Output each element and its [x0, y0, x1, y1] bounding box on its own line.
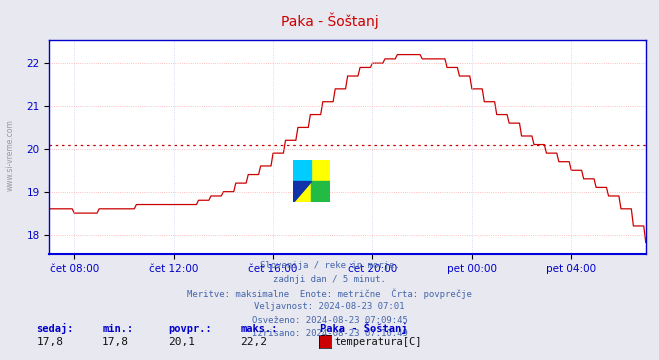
Bar	[293, 160, 312, 181]
Text: Veljavnost: 2024-08-23 07:01: Veljavnost: 2024-08-23 07:01	[254, 302, 405, 311]
Text: www.si-vreme.com: www.si-vreme.com	[5, 119, 14, 191]
Text: sedaj:: sedaj:	[36, 323, 74, 334]
Text: 22,2: 22,2	[241, 337, 268, 347]
Polygon shape	[293, 181, 330, 202]
Bar	[312, 160, 330, 181]
Text: povpr.:: povpr.:	[168, 324, 212, 334]
Text: Meritve: maksimalne  Enote: metrične  Črta: povprečje: Meritve: maksimalne Enote: metrične Črta…	[187, 288, 472, 299]
Text: Paka - Šoštanj: Paka - Šoštanj	[320, 322, 407, 334]
Polygon shape	[293, 181, 312, 202]
Bar	[312, 160, 330, 181]
Text: maks.:: maks.:	[241, 324, 278, 334]
Polygon shape	[293, 160, 312, 181]
Text: 17,8: 17,8	[102, 337, 129, 347]
Text: Osveženo: 2024-08-23 07:09:45: Osveženo: 2024-08-23 07:09:45	[252, 316, 407, 325]
Text: min.:: min.:	[102, 324, 133, 334]
Text: 17,8: 17,8	[36, 337, 63, 347]
Polygon shape	[293, 181, 312, 202]
Polygon shape	[312, 181, 330, 202]
Text: zadnji dan / 5 minut.: zadnji dan / 5 minut.	[273, 275, 386, 284]
Bar	[293, 181, 330, 202]
Text: Izrisano: 2024-08-23 07:10:49: Izrisano: 2024-08-23 07:10:49	[252, 329, 407, 338]
Text: temperatura[C]: temperatura[C]	[335, 337, 422, 347]
Text: 20,1: 20,1	[168, 337, 195, 347]
Text: Paka - Šoštanj: Paka - Šoštanj	[281, 13, 378, 29]
Bar	[293, 160, 312, 181]
Text: Slovenija / reke in morje.: Slovenija / reke in morje.	[260, 261, 399, 270]
